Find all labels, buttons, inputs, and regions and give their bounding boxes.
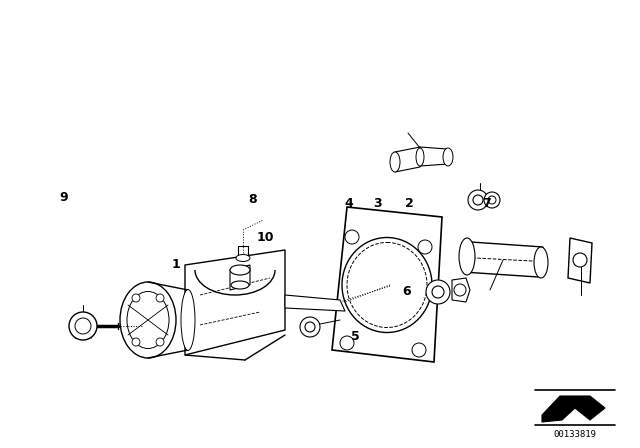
Text: 5: 5 (351, 329, 360, 343)
Text: 9: 9 (60, 190, 68, 204)
Ellipse shape (534, 247, 548, 278)
Text: 1: 1 (172, 258, 180, 271)
Circle shape (418, 240, 432, 254)
Ellipse shape (231, 281, 249, 289)
Circle shape (345, 230, 359, 244)
Circle shape (340, 336, 354, 350)
Circle shape (432, 286, 444, 298)
Ellipse shape (120, 282, 176, 358)
Text: 8: 8 (248, 193, 257, 206)
Text: 2: 2 (405, 197, 414, 211)
Ellipse shape (230, 265, 250, 275)
Circle shape (69, 312, 97, 340)
Circle shape (426, 280, 450, 304)
Polygon shape (542, 396, 605, 422)
Polygon shape (230, 265, 250, 290)
Text: 6: 6 (402, 284, 411, 298)
Polygon shape (452, 278, 470, 302)
Circle shape (412, 343, 426, 357)
Ellipse shape (416, 148, 424, 166)
Polygon shape (420, 147, 448, 166)
Circle shape (132, 294, 140, 302)
Text: 7: 7 (482, 197, 491, 211)
Circle shape (305, 322, 315, 332)
Circle shape (454, 284, 466, 296)
Text: 00133819: 00133819 (554, 430, 596, 439)
Text: 3: 3 (373, 197, 382, 211)
Ellipse shape (459, 238, 475, 275)
Text: 10: 10 (257, 231, 275, 244)
Ellipse shape (390, 152, 400, 172)
Text: 4: 4 (344, 197, 353, 211)
Polygon shape (568, 238, 592, 283)
Circle shape (484, 192, 500, 208)
Ellipse shape (236, 254, 250, 262)
Ellipse shape (181, 289, 195, 350)
Circle shape (156, 338, 164, 346)
Polygon shape (332, 207, 442, 362)
Circle shape (132, 338, 140, 346)
Ellipse shape (127, 292, 169, 349)
Circle shape (300, 317, 320, 337)
Polygon shape (463, 242, 543, 277)
Polygon shape (285, 295, 345, 311)
Polygon shape (395, 147, 420, 172)
Ellipse shape (443, 148, 453, 166)
Circle shape (468, 190, 488, 210)
Circle shape (473, 195, 483, 205)
Circle shape (75, 318, 91, 334)
Circle shape (488, 196, 496, 204)
Ellipse shape (342, 237, 432, 332)
Polygon shape (185, 250, 285, 355)
Circle shape (573, 253, 587, 267)
Circle shape (156, 294, 164, 302)
